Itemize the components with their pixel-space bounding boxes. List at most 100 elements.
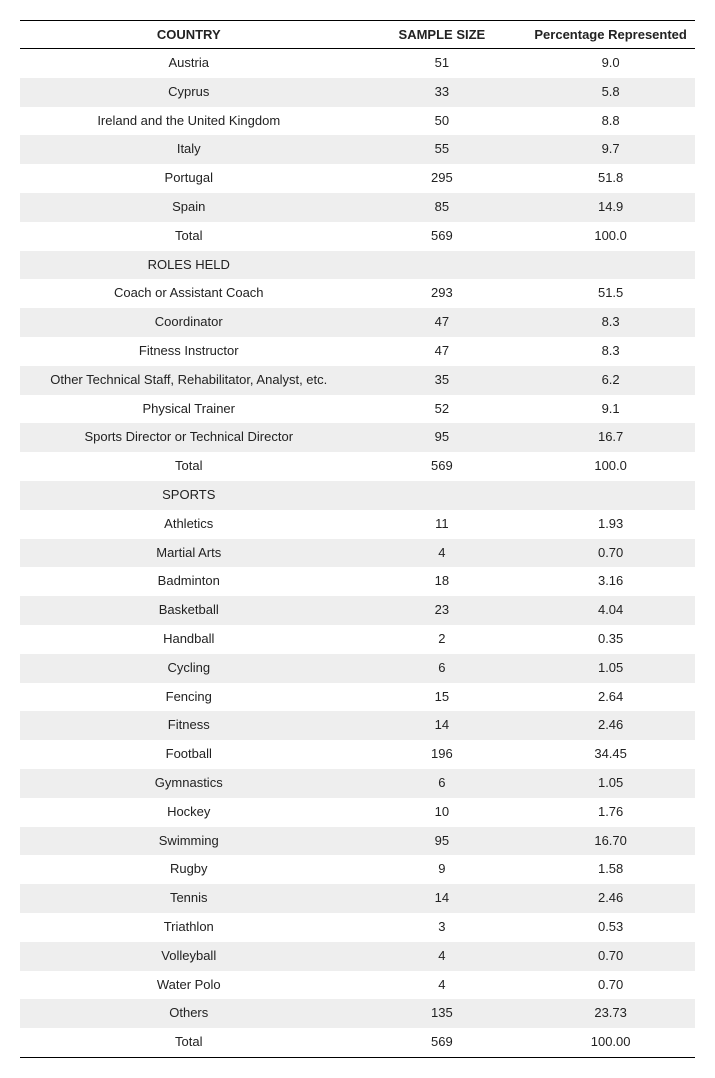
cell-label: ROLES HELD (20, 251, 358, 280)
cell-sample-size (358, 251, 527, 280)
cell-sample-size: 55 (358, 135, 527, 164)
cell-label: Total (20, 1028, 358, 1057)
cell-percentage: 0.70 (526, 942, 695, 971)
cell-percentage: 14.9 (526, 193, 695, 222)
cell-label: Cyprus (20, 78, 358, 107)
cell-sample-size: 6 (358, 654, 527, 683)
cell-sample-size: 569 (358, 222, 527, 251)
cell-percentage: 3.16 (526, 567, 695, 596)
cell-percentage: 4.04 (526, 596, 695, 625)
table-row: ROLES HELD (20, 251, 695, 280)
cell-label: Cycling (20, 654, 358, 683)
cell-sample-size: 50 (358, 107, 527, 136)
cell-label: Volleyball (20, 942, 358, 971)
cell-label: Water Polo (20, 971, 358, 1000)
cell-sample-size: 135 (358, 999, 527, 1028)
cell-sample-size: 15 (358, 683, 527, 712)
cell-sample-size: 4 (358, 539, 527, 568)
cell-label: Fencing (20, 683, 358, 712)
cell-sample-size: 10 (358, 798, 527, 827)
cell-percentage: 6.2 (526, 366, 695, 395)
cell-percentage: 16.7 (526, 423, 695, 452)
cell-label: Physical Trainer (20, 395, 358, 424)
table-row: Swimming9516.70 (20, 827, 695, 856)
cell-percentage: 51.8 (526, 164, 695, 193)
cell-label: Rugby (20, 855, 358, 884)
cell-label: Badminton (20, 567, 358, 596)
data-table: COUNTRY SAMPLE SIZE Percentage Represent… (20, 20, 695, 1058)
table-row: Fitness Instructor478.3 (20, 337, 695, 366)
cell-label: Spain (20, 193, 358, 222)
table-row: Gymnastics61.05 (20, 769, 695, 798)
cell-percentage: 1.93 (526, 510, 695, 539)
cell-label: Fitness (20, 711, 358, 740)
cell-percentage: 1.05 (526, 654, 695, 683)
cell-percentage: 100.0 (526, 452, 695, 481)
cell-label: Ireland and the United Kingdom (20, 107, 358, 136)
table-row: Other Technical Staff, Rehabilitator, An… (20, 366, 695, 395)
cell-label: Basketball (20, 596, 358, 625)
cell-label: Others (20, 999, 358, 1028)
cell-sample-size: 52 (358, 395, 527, 424)
cell-sample-size: 18 (358, 567, 527, 596)
table-row: Volleyball40.70 (20, 942, 695, 971)
header-percentage: Percentage Represented (526, 21, 695, 49)
cell-percentage: 9.0 (526, 49, 695, 78)
cell-percentage: 51.5 (526, 279, 695, 308)
table-row: Coach or Assistant Coach29351.5 (20, 279, 695, 308)
cell-label: Martial Arts (20, 539, 358, 568)
cell-sample-size: 11 (358, 510, 527, 539)
cell-sample-size: 295 (358, 164, 527, 193)
cell-percentage (526, 481, 695, 510)
cell-label: SPORTS (20, 481, 358, 510)
table-row: SPORTS (20, 481, 695, 510)
cell-label: Sports Director or Technical Director (20, 423, 358, 452)
cell-sample-size: 14 (358, 884, 527, 913)
cell-label: Total (20, 452, 358, 481)
table-row: Others13523.73 (20, 999, 695, 1028)
header-sample-size: SAMPLE SIZE (358, 21, 527, 49)
cell-sample-size (358, 481, 527, 510)
cell-label: Handball (20, 625, 358, 654)
cell-label: Austria (20, 49, 358, 78)
cell-percentage: 8.3 (526, 308, 695, 337)
cell-percentage: 34.45 (526, 740, 695, 769)
cell-sample-size: 293 (358, 279, 527, 308)
table-row: Badminton183.16 (20, 567, 695, 596)
cell-sample-size: 51 (358, 49, 527, 78)
cell-sample-size: 47 (358, 308, 527, 337)
cell-label: Football (20, 740, 358, 769)
table-row: Total569100.0 (20, 452, 695, 481)
cell-sample-size: 14 (358, 711, 527, 740)
cell-percentage: 2.46 (526, 884, 695, 913)
cell-sample-size: 95 (358, 827, 527, 856)
cell-label: Swimming (20, 827, 358, 856)
table-row: Portugal29551.8 (20, 164, 695, 193)
cell-sample-size: 569 (358, 452, 527, 481)
table-row: Football19634.45 (20, 740, 695, 769)
table-row: Athletics111.93 (20, 510, 695, 539)
cell-percentage: 1.76 (526, 798, 695, 827)
cell-sample-size: 4 (358, 971, 527, 1000)
cell-percentage: 8.3 (526, 337, 695, 366)
cell-label: Hockey (20, 798, 358, 827)
cell-percentage: 9.1 (526, 395, 695, 424)
table-row: Tennis142.46 (20, 884, 695, 913)
cell-label: Coach or Assistant Coach (20, 279, 358, 308)
cell-label: Portugal (20, 164, 358, 193)
cell-sample-size: 6 (358, 769, 527, 798)
cell-sample-size: 33 (358, 78, 527, 107)
cell-sample-size: 23 (358, 596, 527, 625)
cell-percentage: 0.53 (526, 913, 695, 942)
cell-sample-size: 9 (358, 855, 527, 884)
cell-percentage (526, 251, 695, 280)
cell-label: Fitness Instructor (20, 337, 358, 366)
cell-label: Italy (20, 135, 358, 164)
cell-percentage: 5.8 (526, 78, 695, 107)
cell-label: Total (20, 222, 358, 251)
cell-label: Other Technical Staff, Rehabilitator, An… (20, 366, 358, 395)
table-row: Cycling61.05 (20, 654, 695, 683)
table-row: Hockey101.76 (20, 798, 695, 827)
table-row: Basketball234.04 (20, 596, 695, 625)
cell-sample-size: 95 (358, 423, 527, 452)
